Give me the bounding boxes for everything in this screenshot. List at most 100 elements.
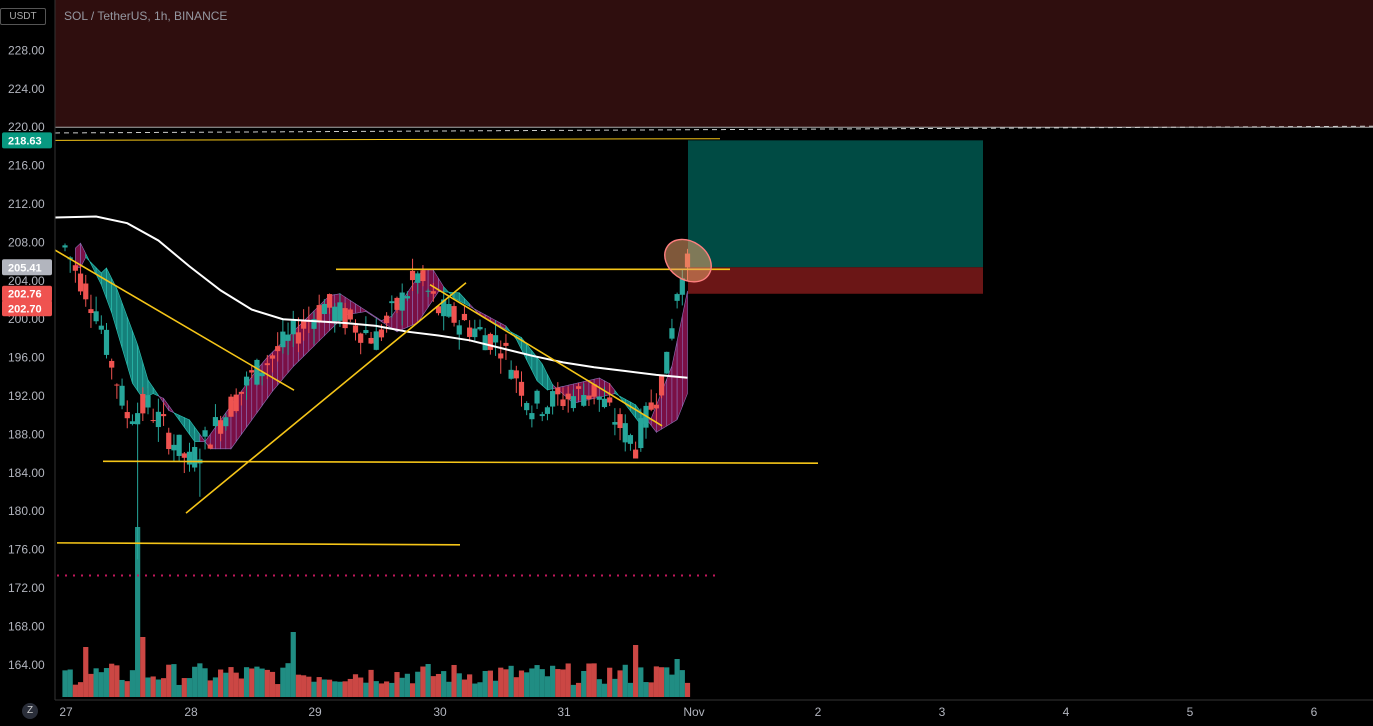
candle-body [664, 351, 670, 374]
y-tick-label: 212.00 [8, 197, 45, 211]
candle-body [482, 335, 488, 351]
volume-bar [648, 682, 654, 697]
volume-bar [352, 674, 359, 697]
candle-body [321, 303, 327, 315]
volume-bar [306, 676, 312, 697]
candle-body [218, 420, 224, 434]
trendline [102, 460, 819, 465]
volume-bar [664, 667, 670, 697]
volume-bar [347, 678, 353, 697]
candle-body [119, 385, 125, 406]
x-tick-label: Nov [683, 705, 704, 719]
candle-body [88, 309, 94, 314]
candle-body [461, 313, 468, 321]
volume-bar [482, 670, 488, 697]
candle-body [93, 311, 99, 322]
volume-bar [181, 678, 187, 697]
candle-body [249, 370, 255, 373]
volume-bar [684, 682, 691, 697]
candle-body [560, 399, 566, 407]
candle-body [633, 449, 639, 459]
volume-bar [415, 671, 421, 697]
volume-bar [446, 681, 452, 697]
volume-bar [570, 684, 576, 697]
volume-bar [378, 683, 385, 697]
volume-bar [487, 670, 493, 697]
volume-bar [586, 663, 592, 697]
volume-bar [88, 673, 94, 697]
scale-toggle-button[interactable]: Z [22, 703, 38, 719]
cloud-segment [241, 383, 247, 436]
candle-body [425, 290, 431, 292]
candle-body [316, 305, 322, 321]
candle-body [539, 414, 545, 417]
volume-bar [77, 682, 84, 697]
candle-body [62, 245, 68, 248]
currency-badge[interactable]: USDT [0, 8, 46, 25]
volume-bar [275, 684, 281, 697]
candle-body [373, 331, 379, 350]
candle-body [674, 294, 680, 301]
candle-body [228, 396, 234, 417]
x-tick-label: 3 [939, 705, 946, 719]
candle-body [617, 414, 623, 429]
volume-bar [155, 679, 161, 697]
x-tick-label: 6 [1311, 705, 1318, 719]
y-tick-label: 224.00 [8, 82, 45, 96]
candle-body [160, 414, 167, 417]
volume-bar [98, 672, 104, 697]
candle-body [358, 333, 364, 343]
candle-body [212, 417, 219, 427]
volume-bar [607, 667, 613, 697]
volume-bar [269, 671, 276, 697]
volume-bar [67, 669, 73, 697]
candle-body [337, 302, 343, 321]
volume-bar [135, 527, 141, 697]
candle-body [441, 299, 447, 317]
volume-bar [679, 670, 685, 697]
volume-bar [627, 682, 634, 697]
candle-body [555, 387, 561, 395]
volume-bar [544, 676, 551, 697]
candle-body [77, 273, 84, 292]
x-tick-label: 27 [59, 705, 73, 719]
x-tick-label: 31 [557, 705, 571, 719]
volume-bar [529, 668, 535, 697]
volume-bar [503, 669, 509, 697]
volume-bar [373, 681, 379, 697]
candle-body [477, 327, 483, 330]
volume-bar [368, 669, 374, 697]
trendline [54, 249, 295, 391]
volume-bar [498, 667, 504, 697]
volume-bar [218, 669, 224, 697]
price-label-box [2, 300, 52, 317]
volume-bar [93, 668, 99, 697]
volume-bar [290, 632, 296, 697]
volume-bar [669, 674, 675, 697]
cloud-segment [412, 276, 419, 326]
volume-bar [233, 672, 239, 697]
volume-bar [633, 645, 639, 697]
x-tick-label: 5 [1187, 705, 1194, 719]
stop-zone [688, 267, 983, 294]
x-tick-label: 29 [308, 705, 322, 719]
x-tick-label: 30 [433, 705, 447, 719]
candle-body [363, 330, 369, 334]
candle-body [420, 270, 426, 282]
candle-body [275, 346, 281, 352]
candle-body [518, 381, 525, 396]
price-label-box [2, 259, 52, 276]
candle-body [612, 422, 618, 425]
volume-bar [129, 670, 136, 697]
candle-body [145, 395, 151, 408]
trendline [429, 283, 663, 427]
volume-bar [612, 678, 618, 697]
price-label: 218.63 [8, 135, 42, 147]
volume-bar [409, 683, 416, 697]
volume-bar [643, 682, 649, 697]
y-tick-label: 172.00 [8, 581, 45, 595]
volume-bar [166, 664, 172, 697]
volume-bar [524, 672, 530, 697]
candle-body [389, 301, 395, 304]
